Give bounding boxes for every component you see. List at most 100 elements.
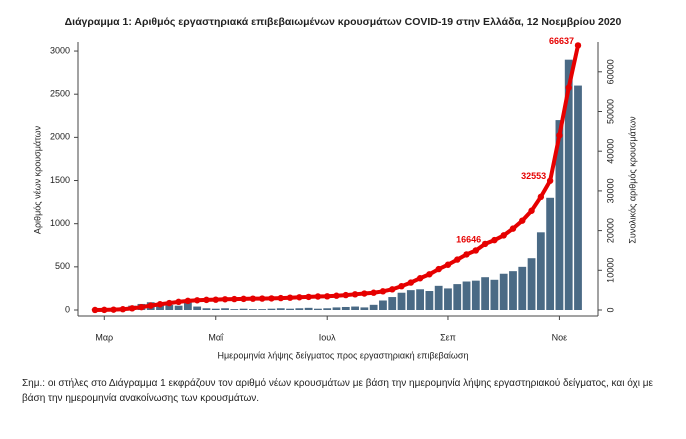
cumulative-point (546, 177, 554, 184)
cumulative-point (138, 303, 145, 311)
cumulative-point (556, 132, 563, 139)
cumulative-point (416, 275, 424, 282)
bar (453, 284, 462, 310)
y-tick-label: 2000 (50, 132, 70, 142)
bar (360, 307, 369, 310)
cumulative-point (249, 295, 257, 302)
cumulative-point (147, 302, 154, 309)
bar (564, 59, 573, 310)
bar (230, 309, 239, 310)
cumulative-point (435, 265, 442, 273)
bar (239, 308, 248, 310)
x-tick-label: Μαΐ (208, 332, 224, 342)
cumulative-point (565, 84, 572, 91)
bar (444, 288, 452, 310)
cumulative-point (491, 236, 498, 244)
cumulative-point (231, 295, 238, 303)
cumulative-point (407, 279, 415, 286)
cumulative-point (128, 305, 136, 312)
x-tick-label: Σεπ (440, 332, 456, 342)
y2-tick-label: 0 (605, 307, 615, 312)
y2-axis-title: Συνολικός αριθμός κρουσμάτων (627, 116, 637, 244)
bar (341, 306, 350, 310)
bar (286, 308, 294, 310)
cumulative-point (481, 240, 489, 248)
y2-tick-label: 30000 (605, 178, 615, 203)
data-label: 66637 (549, 36, 574, 46)
bar (183, 301, 192, 310)
x-tick-label: Μαρ (95, 332, 113, 342)
bar (314, 308, 322, 310)
bar (546, 197, 555, 310)
y2-tick-label: 40000 (605, 139, 615, 164)
bar (509, 271, 517, 310)
cumulative-point (324, 293, 331, 300)
cumulative-point (110, 306, 117, 313)
y-tick-label: 2500 (50, 89, 70, 99)
cumulative-point (351, 291, 359, 298)
bar (258, 309, 267, 310)
cumulative-point (212, 296, 219, 303)
cumulative-point (166, 299, 173, 307)
cumulative-point (193, 297, 201, 304)
cumulative-line (94, 45, 580, 312)
cumulative-point (221, 296, 229, 303)
bar (536, 232, 545, 310)
bar (267, 308, 276, 310)
cumulative-point (119, 306, 127, 313)
y2-tick-label: 10000 (605, 258, 615, 283)
cumulative-point (379, 288, 387, 295)
bar (518, 266, 527, 310)
bar (193, 306, 202, 310)
cumulative-point (240, 295, 247, 303)
cumulative-point (500, 232, 507, 239)
bar (490, 279, 499, 310)
cumulative-point (528, 207, 535, 214)
footnote: Σημ.: οι στήλες στο Διάγραμμα 1 εκφράζου… (22, 378, 653, 404)
bar (221, 308, 229, 310)
bar (211, 308, 220, 310)
cumulative-point (91, 306, 99, 314)
cumulative-point (184, 297, 192, 305)
bar (202, 308, 211, 310)
cumulative-point (537, 193, 545, 201)
bar (499, 273, 508, 310)
bar (471, 280, 480, 310)
x-tick-label: Ιουλ (319, 332, 336, 342)
cumulative-point (389, 286, 396, 293)
bar (388, 297, 397, 310)
cumulative-point (361, 290, 368, 297)
bar (527, 258, 536, 310)
bar (351, 306, 359, 310)
chart-title: Διάγραμμα 1: Αριθμός εργαστηριακά επιβεβ… (65, 16, 622, 28)
y-tick-label: 500 (55, 261, 70, 271)
bar (481, 277, 490, 310)
cumulative-point (314, 293, 322, 300)
bar (295, 308, 304, 310)
cumulative-point (519, 217, 526, 224)
cumulative-point (342, 291, 349, 299)
cumulative-point (454, 256, 461, 263)
bar (249, 309, 257, 310)
cumulative-point (370, 289, 377, 296)
cumulative-point (277, 294, 284, 302)
bar (574, 85, 582, 310)
bar (165, 304, 174, 310)
y-tick-label: 1000 (50, 218, 70, 228)
y-tick-label: 0 (65, 304, 70, 314)
cumulative-point (426, 271, 433, 278)
cumulative-point (101, 306, 108, 314)
bar (416, 289, 424, 310)
y-axis-title: Αριθμός νέων κρουσμάτων (32, 125, 42, 234)
cumulative-point (296, 294, 303, 301)
bar (555, 120, 564, 310)
cumulative-point (268, 295, 275, 302)
bar (323, 308, 332, 310)
bar (406, 290, 415, 310)
bar (369, 304, 378, 310)
bar (397, 292, 406, 310)
cumulative-point (286, 294, 294, 301)
cumulative-point (472, 247, 480, 254)
cumulative-point (305, 293, 312, 301)
cumulative-point (398, 282, 405, 290)
